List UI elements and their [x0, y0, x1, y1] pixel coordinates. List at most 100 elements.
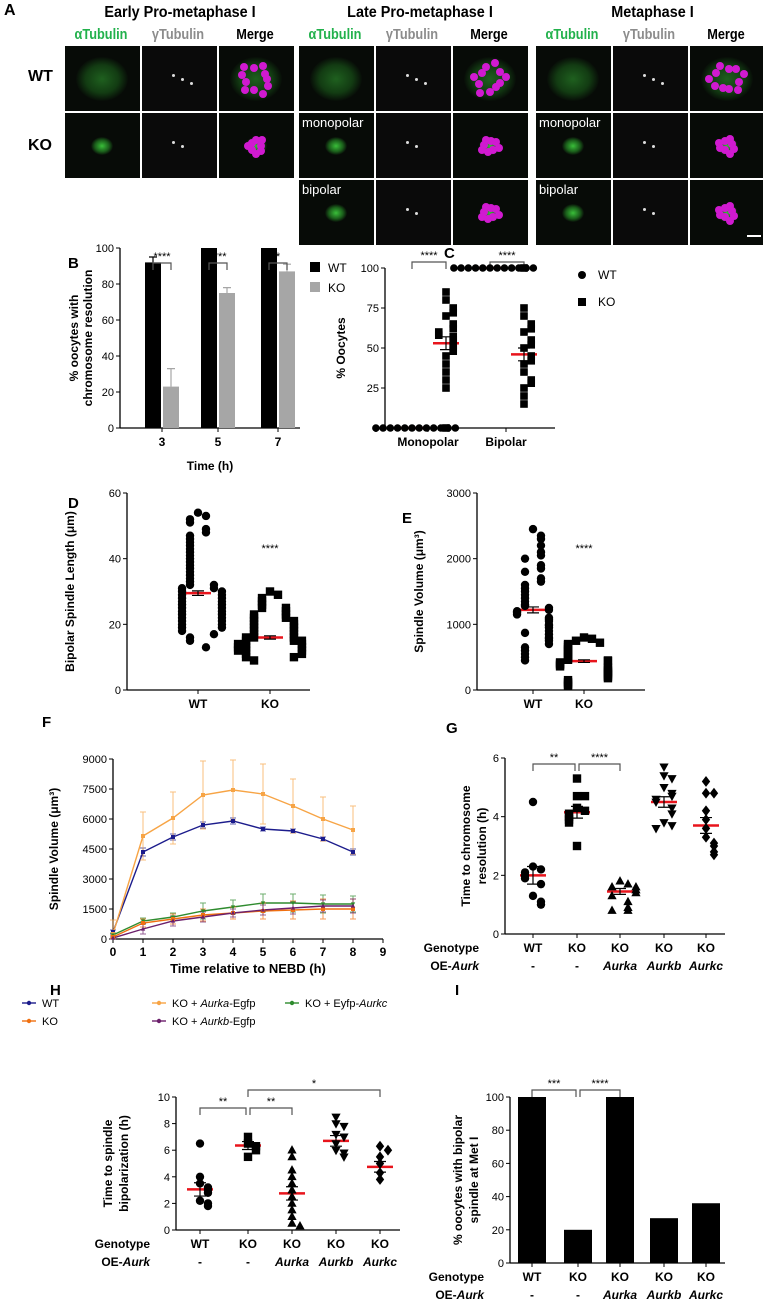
data-point [230, 905, 236, 910]
y-axis-label: % oocytes with bipolar [451, 1115, 465, 1245]
legend-text: WT [42, 998, 59, 1010]
y-tick-label: 100 [361, 263, 379, 275]
micrograph-gamma-tubulin [376, 113, 451, 178]
gamma-tubulin-focus [406, 141, 409, 144]
data-point [544, 605, 554, 615]
chromosome-signal [487, 204, 496, 213]
oe-row-label: OE-Aurk [435, 1288, 485, 1299]
x-tick-label: Bipolar [485, 435, 527, 449]
y-tick-label: 20 [492, 1225, 504, 1237]
data-point [339, 1153, 349, 1162]
data-point [243, 1132, 253, 1142]
chromosome-signal [716, 211, 725, 220]
data-point [351, 828, 355, 832]
data-point [520, 384, 528, 392]
data-point [527, 325, 536, 333]
micrograph-gamma-tubulin [376, 46, 451, 111]
gamma-tubulin-focus [172, 74, 175, 77]
data-point [251, 1146, 261, 1155]
significance-label: **** [591, 752, 609, 764]
data-point [141, 834, 145, 838]
chromosome-signal [492, 205, 501, 214]
gamma-tubulin-focus [643, 208, 646, 211]
y-tick-label: 20 [109, 619, 121, 631]
x-tick-label: KO [239, 1237, 257, 1251]
data-point [195, 1172, 205, 1182]
chart-panel-f: F 0 1500 3000 4500 6000 7500 9000 Spindle Volume… [22, 714, 388, 1028]
micrograph-gamma-tubulin [613, 180, 688, 245]
data-point [379, 424, 387, 432]
legend-label: WT [328, 261, 347, 275]
data-point [667, 810, 677, 819]
data-point [201, 643, 211, 652]
oe-row-label: OE-Aurk [430, 959, 480, 973]
x-tick-label: KO [697, 1270, 715, 1284]
chromosome-signal [712, 68, 721, 77]
data-point [442, 376, 450, 384]
chromosome-signal [710, 81, 719, 90]
data-point [527, 357, 536, 365]
data-point [331, 1140, 341, 1149]
y-tick-label: 60 [109, 488, 121, 500]
chromosome-signal [494, 143, 503, 152]
legend-label: KO [42, 1016, 58, 1028]
data-point [536, 577, 546, 586]
data-point [572, 791, 582, 801]
oe-value: - [576, 1288, 580, 1299]
y-axis-label: Time to spindle [101, 1119, 115, 1207]
significance-bracket [208, 262, 228, 270]
y-axis-label: chromosome resolution [81, 270, 95, 407]
y-tick-label: 0 [101, 934, 107, 946]
data-point [471, 264, 480, 272]
oe-value: Aurkb [646, 959, 682, 973]
micrograph-merge [219, 46, 294, 111]
gamma-tubulin-focus [652, 212, 655, 215]
bar-ko [163, 386, 179, 428]
data-point [400, 424, 409, 432]
data-point [528, 524, 538, 534]
oe-value: Aurka [274, 1255, 309, 1269]
data-point [527, 320, 536, 328]
error-bar [167, 368, 175, 387]
data-point [339, 1122, 349, 1132]
y-tick-label: 9000 [83, 754, 107, 766]
data-point [451, 424, 460, 432]
row-label-ko: KO [28, 137, 52, 154]
data-point [607, 905, 617, 914]
chromosome-signal [252, 150, 260, 159]
legend-label: WT [598, 268, 617, 282]
chromosome-signal [728, 207, 737, 216]
significance-bracket [152, 262, 172, 270]
data-point [201, 823, 205, 827]
x-tick-label: KO [371, 1237, 389, 1251]
sem-bar [614, 887, 626, 895]
x-tick-label: 3 [159, 435, 166, 449]
x-tick-label: KO [261, 697, 279, 711]
gamma-tubulin-focus [652, 145, 655, 148]
x-tick-label: KO [611, 1270, 629, 1284]
data-point [572, 803, 582, 813]
y-tick-label: 80 [102, 279, 114, 291]
gamma-tubulin-focus [172, 141, 175, 144]
spindle-signal [310, 56, 362, 102]
significance-label: **** [591, 1078, 609, 1090]
data-point [449, 325, 458, 333]
data-point [393, 424, 402, 432]
data-point [375, 1151, 385, 1163]
chromosome-signal [724, 65, 733, 74]
data-point [507, 264, 516, 272]
legend-text: KO + Eyfp- [305, 998, 359, 1010]
data-point [701, 805, 711, 817]
x-tick-label: WT [191, 1237, 210, 1251]
data-point [520, 554, 530, 563]
data-point [289, 652, 299, 662]
chromosome-signal [469, 72, 478, 81]
chart-panel-c: C0255075100% OocytesMonopolarBipolar****… [334, 245, 617, 449]
data-point [493, 264, 502, 272]
significance-label: * [312, 1078, 317, 1090]
gamma-tubulin-focus [406, 74, 409, 77]
data-point [512, 610, 522, 619]
data-point [141, 850, 145, 854]
significance-bracket [532, 763, 576, 771]
data-point [287, 1205, 297, 1214]
